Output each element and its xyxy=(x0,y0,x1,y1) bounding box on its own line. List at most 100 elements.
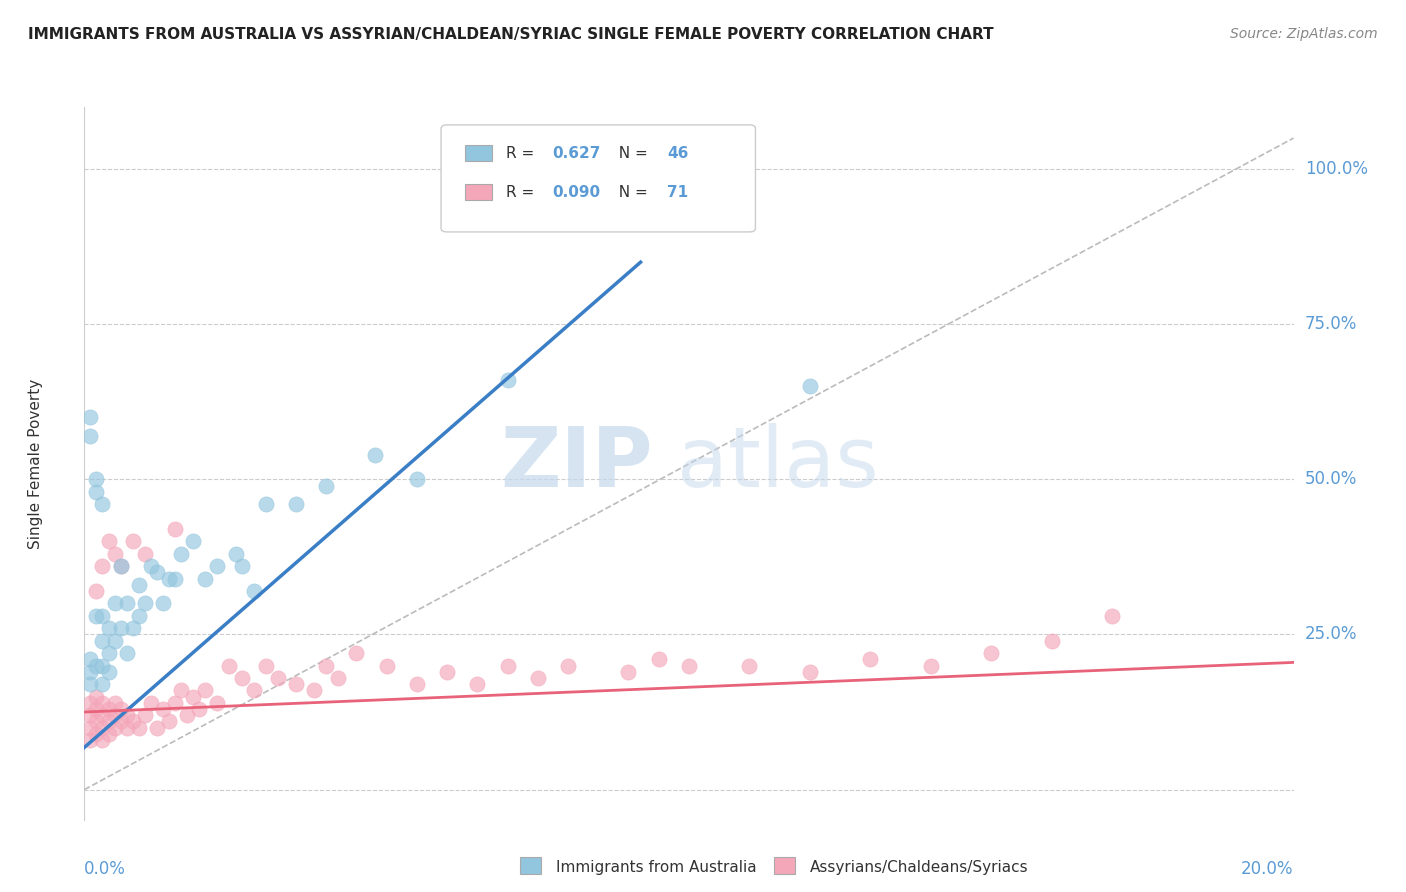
Point xyxy=(152,702,174,716)
Point xyxy=(79,652,101,666)
Point xyxy=(738,658,761,673)
Point xyxy=(152,597,174,611)
Text: 46: 46 xyxy=(668,146,689,161)
Point xyxy=(170,683,193,698)
Point xyxy=(104,696,127,710)
Text: Assyrians/Chaldeans/Syriacs: Assyrians/Chaldeans/Syriacs xyxy=(810,860,1028,875)
Text: R =: R = xyxy=(506,186,540,200)
Point xyxy=(104,547,127,561)
Point xyxy=(91,677,114,691)
Text: IMMIGRANTS FROM AUSTRALIA VS ASSYRIAN/CHALDEAN/SYRIAC SINGLE FEMALE POVERTY CORR: IMMIGRANTS FROM AUSTRALIA VS ASSYRIAN/CH… xyxy=(28,27,994,42)
Point xyxy=(194,683,217,698)
Point xyxy=(207,696,229,710)
Point xyxy=(436,665,458,679)
Point xyxy=(254,497,277,511)
Point xyxy=(163,572,186,586)
Point xyxy=(110,559,132,574)
Point xyxy=(920,658,942,673)
Point xyxy=(496,658,519,673)
Point xyxy=(526,671,548,685)
Point xyxy=(284,497,308,511)
Text: 0.0%: 0.0% xyxy=(84,860,127,878)
Point xyxy=(86,702,108,716)
Point xyxy=(97,727,120,741)
Point xyxy=(91,733,114,747)
Point xyxy=(188,702,211,716)
Point xyxy=(86,608,108,623)
Text: Source: ZipAtlas.com: Source: ZipAtlas.com xyxy=(1230,27,1378,41)
Point xyxy=(97,702,120,716)
Point xyxy=(104,633,127,648)
Point xyxy=(146,721,169,735)
Point xyxy=(134,597,156,611)
Point xyxy=(678,658,700,673)
Point xyxy=(91,708,114,723)
Point xyxy=(91,497,114,511)
Point xyxy=(496,373,519,387)
FancyBboxPatch shape xyxy=(520,857,541,874)
Point xyxy=(121,714,143,729)
Point xyxy=(375,658,398,673)
Point xyxy=(139,696,162,710)
Point xyxy=(104,721,127,735)
Text: 71: 71 xyxy=(668,186,689,200)
FancyBboxPatch shape xyxy=(773,857,796,874)
Point xyxy=(467,677,489,691)
Point xyxy=(79,665,101,679)
Point xyxy=(97,534,120,549)
Point xyxy=(799,665,821,679)
Text: ZIP: ZIP xyxy=(501,424,652,504)
Text: Immigrants from Australia: Immigrants from Australia xyxy=(555,860,756,875)
Point xyxy=(97,646,120,660)
Point xyxy=(79,429,101,443)
Point xyxy=(79,410,101,425)
Text: Single Female Poverty: Single Female Poverty xyxy=(28,379,44,549)
Point xyxy=(231,671,253,685)
Text: 20.0%: 20.0% xyxy=(1241,860,1294,878)
Text: atlas: atlas xyxy=(676,424,879,504)
Point xyxy=(315,658,337,673)
Point xyxy=(97,714,120,729)
Text: R =: R = xyxy=(506,146,540,161)
Point xyxy=(79,696,101,710)
Point xyxy=(110,714,132,729)
Point xyxy=(86,727,108,741)
Point xyxy=(97,621,120,635)
Point xyxy=(406,472,429,486)
Point xyxy=(170,547,193,561)
Point xyxy=(346,646,368,660)
Point xyxy=(176,708,198,723)
Point xyxy=(1101,608,1123,623)
Text: N =: N = xyxy=(609,146,652,161)
Point xyxy=(86,714,108,729)
Point xyxy=(79,708,101,723)
Point xyxy=(207,559,229,574)
Point xyxy=(647,652,671,666)
Point xyxy=(218,658,240,673)
Point xyxy=(1040,633,1063,648)
Point xyxy=(163,522,186,536)
Point xyxy=(104,708,127,723)
Point xyxy=(79,721,101,735)
Point xyxy=(110,559,132,574)
Text: 0.627: 0.627 xyxy=(553,146,600,161)
Point xyxy=(859,652,882,666)
Point xyxy=(115,708,138,723)
Point xyxy=(79,733,101,747)
Point xyxy=(146,566,169,580)
Text: 25.0%: 25.0% xyxy=(1305,625,1357,643)
Text: 75.0%: 75.0% xyxy=(1305,315,1357,334)
Point xyxy=(315,478,337,492)
Point xyxy=(225,547,247,561)
Point xyxy=(134,708,156,723)
Point xyxy=(86,690,108,704)
Point xyxy=(115,646,138,660)
Point xyxy=(302,683,325,698)
Point xyxy=(181,534,204,549)
Point xyxy=(115,721,138,735)
Point xyxy=(128,721,150,735)
Text: N =: N = xyxy=(609,186,652,200)
Point xyxy=(157,572,180,586)
Point xyxy=(134,547,156,561)
Point xyxy=(128,578,150,592)
